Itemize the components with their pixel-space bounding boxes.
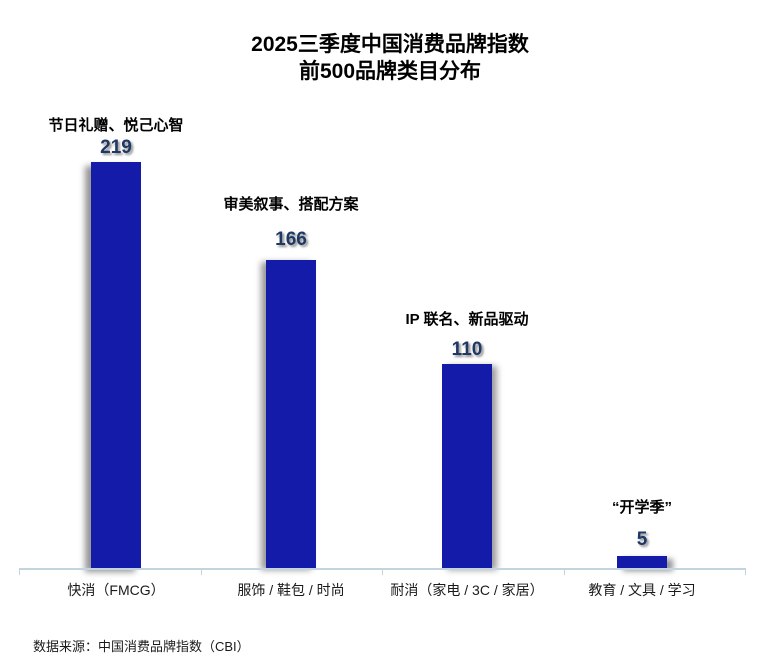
x-axis-tick <box>745 568 746 575</box>
bar <box>91 162 141 568</box>
bar <box>617 556 667 568</box>
bar-value-label: 166 <box>275 229 307 250</box>
chart-title-line1: 2025三季度中国消费品牌指数 <box>251 33 529 56</box>
x-axis-label: 快消（FMCG） <box>67 582 165 598</box>
chart-title-line2: 前500品牌类目分布 <box>298 60 482 83</box>
bar-group-education: “开学季” 5 教育 / 文具 / 学习 <box>552 0 732 671</box>
x-axis-tick <box>201 568 202 575</box>
bar-group-fashion: 审美叙事、搭配方案 166 服饰 / 鞋包 / 时尚 <box>201 0 381 671</box>
bar-group-fmcg: 节日礼赠、悦己心智 219 快消（FMCG） <box>26 0 206 671</box>
bar-group-durables: IP 联名、新品驱动 110 耐消（家电 / 3C / 家居） <box>377 0 557 671</box>
bar-value-label: 5 <box>636 529 648 550</box>
bar-value-label: 219 <box>100 137 132 158</box>
bar <box>266 260 316 568</box>
bar-annotation: 审美叙事、搭配方案 <box>223 196 359 213</box>
bar-value-label: 110 <box>451 339 483 360</box>
x-axis-label: 教育 / 文具 / 学习 <box>588 582 696 598</box>
bar <box>442 364 492 568</box>
bar-annotation: 节日礼赠、悦己心智 <box>48 117 184 134</box>
bar-annotation: “开学季” <box>611 499 672 516</box>
x-axis-label: 服饰 / 鞋包 / 时尚 <box>237 582 345 598</box>
x-axis-label: 耐消（家电 / 3C / 家居） <box>390 582 544 598</box>
bar-annotation: IP 联名、新品驱动 <box>405 311 529 328</box>
data-source-note: 数据来源：中国消费品牌指数（CBI） <box>33 639 250 654</box>
x-axis-tick <box>564 568 565 575</box>
x-axis-tick <box>19 568 20 575</box>
x-axis-tick <box>382 568 383 575</box>
chart-title: 2025三季度中国消费品牌指数 前500品牌类目分布 <box>30 31 750 85</box>
